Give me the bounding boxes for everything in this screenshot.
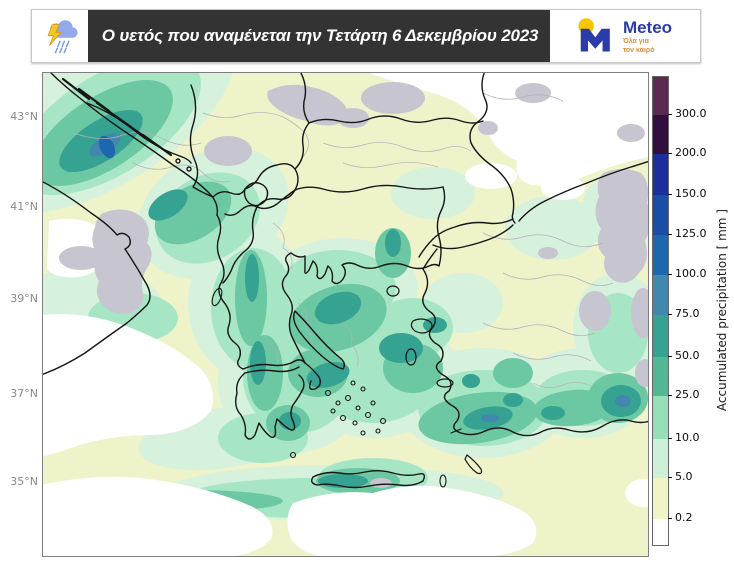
- colorbar-tickmark: [668, 114, 672, 115]
- colorbar-tickmark: [668, 518, 672, 519]
- precip-fill-layer: [0, 12, 663, 557]
- lat-label-43n: 43°N: [10, 110, 38, 123]
- logo-brand-text: Meteo: [622, 17, 673, 37]
- colorbar-tickmark: [668, 274, 672, 275]
- logo-tagline-line1: Όλα για: [622, 37, 649, 45]
- colorbar-tickmark: [668, 234, 672, 235]
- lat-label-39n: 39°N: [10, 292, 38, 305]
- meteo-logo: Meteo Όλα για τον καιρό: [550, 10, 700, 62]
- colorbar-ticklabel-75.0: 75.0: [675, 307, 700, 320]
- colorbar-segment-125-150: [653, 195, 668, 235]
- colorbar-ticklabel-300.0: 300.0: [675, 107, 707, 120]
- colorbar-segment-5-10: [653, 439, 668, 478]
- page-title: Ο υετός που αναμένεται την Τετάρτη 6 Δεκ…: [101, 26, 539, 45]
- storm-icon-box: [32, 10, 90, 62]
- colorbar-tickmark: [668, 194, 672, 195]
- colorbar-ticklabel-150.0: 150.0: [675, 187, 707, 200]
- precipitation-map: [0, 12, 663, 557]
- colorbar-tickmark: [668, 356, 672, 357]
- colorbar-ticklabel-125.0: 125.0: [675, 227, 707, 240]
- precipitation-colorbar: [652, 76, 669, 546]
- country-borders-layer: [40, 70, 651, 489]
- colorbar-tickmark: [668, 314, 672, 315]
- colorbar-tickmark: [668, 395, 672, 396]
- colorbar-tickmark: [668, 477, 672, 478]
- colorbar-axis-label: Accumulated precipitation [ mm ]: [715, 208, 729, 412]
- colorbar-ticklabel-0.2: 0.2: [675, 511, 693, 524]
- colorbar-segment-25-50: [653, 357, 668, 396]
- colorbar-segment-100-125: [653, 235, 668, 275]
- precipitation-map-panel: [0, 12, 663, 557]
- meteo-logo-icon: [578, 18, 610, 52]
- colorbar-ticklabel-10.0: 10.0: [675, 431, 700, 444]
- lat-label-41n: 41°N: [10, 200, 38, 213]
- colorbar-segment-<0.2: [653, 519, 668, 545]
- colorbar-ticklabel-5.0: 5.0: [675, 470, 693, 483]
- colorbar-tickmark: [668, 153, 672, 154]
- colorbar-segment-150-200: [653, 154, 668, 195]
- storm-cloud-icon: [47, 20, 78, 54]
- colorbar-segment-0.2-5: [653, 478, 668, 519]
- colorbar-tickmark: [668, 438, 672, 439]
- colorbar-ticklabel-25.0: 25.0: [675, 388, 700, 401]
- admin-borders-layer: [72, 92, 614, 388]
- colorbar-segment-10-25: [653, 396, 668, 439]
- colorbar-ticklabel-50.0: 50.0: [675, 349, 700, 362]
- colorbar-ticklabel-100.0: 100.0: [675, 267, 707, 280]
- colorbar-segment->300: [653, 77, 668, 115]
- colorbar-ticklabel-200.0: 200.0: [675, 146, 707, 159]
- colorbar-segment-200-300: [653, 115, 668, 154]
- logo-tagline-line2: τον καιρό: [622, 46, 655, 54]
- header-banner: Ο υετός που αναμένεται την Τετάρτη 6 Δεκ…: [31, 9, 701, 63]
- colorbar-segment-50-75: [653, 315, 668, 357]
- colorbar-segment-75-100: [653, 275, 668, 315]
- lat-label-37n: 37°N: [10, 387, 38, 400]
- lat-label-35n: 35°N: [10, 475, 38, 488]
